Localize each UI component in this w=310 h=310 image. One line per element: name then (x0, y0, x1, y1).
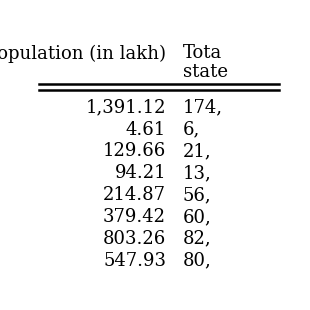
Text: 379.42: 379.42 (103, 208, 166, 226)
Text: 21,: 21, (183, 143, 211, 161)
Text: 129.66: 129.66 (103, 143, 166, 161)
Text: 82,: 82, (183, 230, 211, 248)
Text: Population (in lakh): Population (in lakh) (0, 44, 166, 63)
Text: Tota: Tota (183, 44, 222, 62)
Text: 4.61: 4.61 (126, 121, 166, 139)
Text: 803.26: 803.26 (103, 230, 166, 248)
Text: state: state (183, 64, 228, 82)
Text: 60,: 60, (183, 208, 212, 226)
Text: 94.21: 94.21 (114, 164, 166, 182)
Text: 547.93: 547.93 (103, 252, 166, 270)
Text: 80,: 80, (183, 252, 212, 270)
Text: 13,: 13, (183, 164, 212, 182)
Text: 56,: 56, (183, 186, 211, 204)
Text: 6,: 6, (183, 121, 200, 139)
Text: 174,: 174, (183, 99, 223, 117)
Text: 1,391.12: 1,391.12 (86, 99, 166, 117)
Text: 214.87: 214.87 (103, 186, 166, 204)
